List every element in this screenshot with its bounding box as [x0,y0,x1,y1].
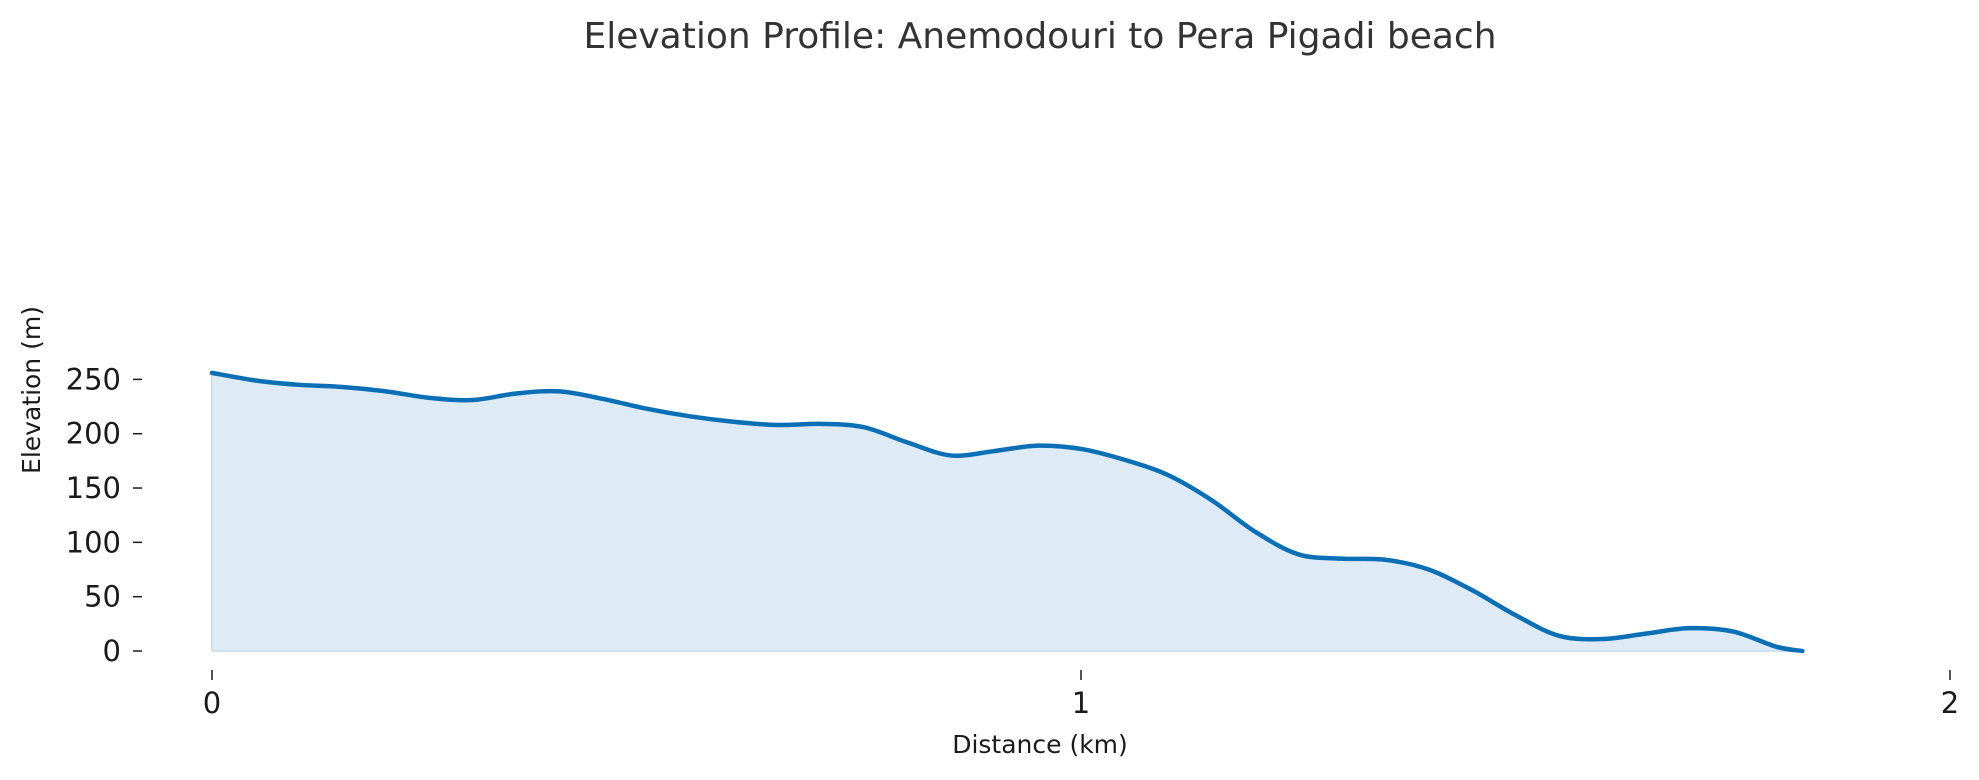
y-tick-label: 150 [66,471,121,505]
area-layer [209,370,1805,654]
x-axis: 0 1 2 [203,670,1959,720]
y-tick-label: 250 [66,362,121,396]
x-tick-label: 1 [1072,686,1090,720]
y-axis-title: Elevation (m) [17,306,46,474]
elevation-area-fill [212,372,1803,651]
y-tick-label: 0 [103,634,121,668]
elevation-line [209,370,1805,654]
x-tick-label: 2 [1941,686,1959,720]
x-tick-label: 0 [203,686,221,720]
y-tick-label: 50 [84,580,121,614]
chart-title: Elevation Profile: Anemodouri to Pera Pi… [583,16,1496,57]
y-tick-label: 200 [66,417,121,451]
y-tick-label: 100 [66,525,121,559]
x-axis-title: Distance (km) [952,730,1128,759]
y-axis: 0 50 100 150 200 250 [66,362,142,668]
